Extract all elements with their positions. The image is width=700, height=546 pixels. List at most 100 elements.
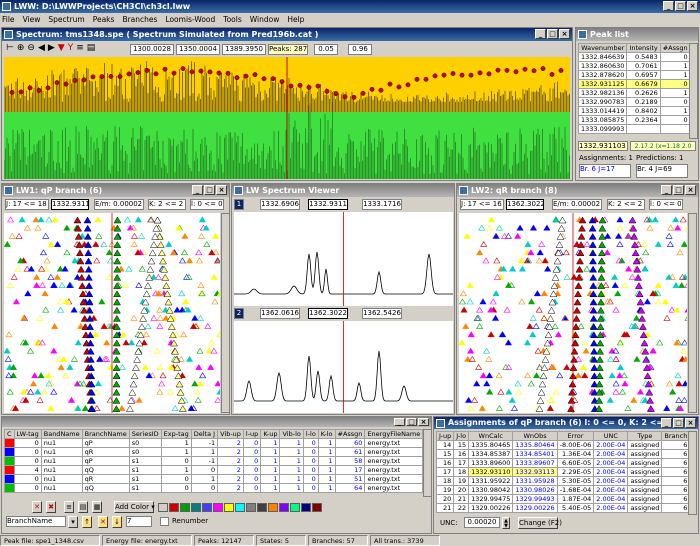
table-cell[interactable]: 2 — [217, 456, 244, 466]
lw-peak-marker[interactable] — [621, 282, 629, 288]
lw-assigned-marker[interactable] — [112, 355, 121, 363]
lw-peak-marker[interactable] — [101, 355, 109, 362]
table-cell[interactable]: 22 — [453, 503, 470, 513]
menu-window[interactable]: Window — [249, 15, 280, 24]
lw-peak-marker[interactable] — [527, 298, 536, 305]
lw-peak-marker[interactable] — [662, 298, 670, 305]
table-cell[interactable]: 1 — [279, 474, 304, 484]
lw-peak-marker[interactable] — [63, 249, 71, 256]
table-cell[interactable]: 1 — [279, 483, 304, 493]
table-cell[interactable]: 1.87E-04 — [556, 494, 595, 504]
table-cell[interactable]: 0 — [302, 438, 319, 448]
lw-peak-marker[interactable] — [56, 298, 64, 305]
lw-peak-marker[interactable] — [475, 314, 483, 321]
lw-peak-marker[interactable] — [495, 372, 503, 379]
table-cell[interactable]: 1335.80464 — [512, 440, 558, 450]
lw-peak-marker[interactable] — [554, 331, 562, 338]
lw-peak-marker[interactable] — [180, 331, 188, 338]
lw-assigned-marker[interactable] — [634, 282, 643, 289]
table-cell[interactable]: 0.5483 — [626, 52, 661, 62]
lw-assigned-marker[interactable] — [161, 273, 170, 281]
lw-peak-marker[interactable] — [615, 257, 623, 264]
table-cell[interactable]: qR — [81, 474, 130, 484]
peak-list-table[interactable]: Wavenumber Intensity #Assgn 1332.846639 0.54… — [577, 43, 691, 134]
lw-assigned-marker[interactable] — [75, 241, 84, 248]
column-header[interactable]: K-lo — [317, 429, 336, 439]
table-cell[interactable]: 6.60E-05 — [556, 458, 595, 468]
lw-peak-marker[interactable] — [4, 241, 11, 247]
lw-assigned-marker[interactable] — [577, 241, 585, 248]
lw-assigned-marker[interactable] — [590, 388, 599, 396]
table-cell[interactable]: 1 — [260, 456, 281, 466]
lw-peak-marker[interactable] — [138, 232, 146, 239]
lw-peak-marker[interactable] — [142, 331, 150, 338]
lw-peak-marker[interactable] — [527, 380, 535, 387]
table-row[interactable]: 1332.878620 0.6957 1 — [577, 70, 691, 80]
table-cell[interactable]: 2.00E-04 — [593, 440, 629, 450]
table-cell[interactable]: 6 — [661, 449, 691, 459]
lw-peak-marker[interactable] — [607, 355, 615, 362]
lw-assigned-marker[interactable] — [548, 298, 557, 306]
lw-peak-marker[interactable] — [485, 372, 493, 379]
lw-assigned-marker[interactable] — [85, 290, 94, 298]
table-cell[interactable]: 1333.89600 — [468, 458, 514, 468]
lw-peak-marker[interactable] — [682, 355, 687, 362]
lw-peak-marker[interactable] — [541, 257, 549, 264]
lw-assigned-marker[interactable] — [574, 282, 583, 289]
lw-peak-marker[interactable] — [628, 323, 636, 329]
table-cell[interactable]: 1333.099993 — [577, 124, 628, 134]
lw-peak-marker[interactable] — [515, 388, 523, 395]
lw-peak-marker[interactable] — [171, 405, 179, 411]
lw-assigned-marker[interactable] — [589, 290, 598, 298]
spectrum-peak-marker[interactable] — [126, 71, 132, 77]
lw-peak-marker[interactable] — [182, 298, 190, 305]
table-cell[interactable]: 1329.00226 — [468, 503, 514, 513]
lw-peak-marker[interactable] — [121, 282, 129, 288]
lw-peak-marker[interactable] — [10, 273, 18, 280]
column-header[interactable]: K-up — [260, 429, 281, 439]
lw-peak-marker[interactable] — [92, 388, 100, 395]
lw-assigned-marker[interactable] — [597, 298, 605, 306]
lw-peak-marker[interactable] — [58, 282, 66, 288]
table-cell[interactable]: 21 — [453, 494, 470, 504]
table-cell[interactable]: 1329.99475 — [468, 494, 514, 504]
table-cell[interactable]: 0 — [13, 474, 42, 484]
lw-assigned-marker[interactable] — [589, 314, 598, 322]
lw-assigned-marker[interactable] — [151, 232, 160, 240]
lw-assigned-marker[interactable] — [178, 405, 187, 412]
table-cell[interactable]: 20 — [453, 485, 470, 495]
lw-peak-marker[interactable] — [195, 364, 203, 370]
table-row[interactable]: 1333.085875 0.2364 0 — [577, 115, 691, 125]
lw-peak-marker[interactable] — [107, 364, 115, 370]
lw-assigned-marker[interactable] — [538, 380, 547, 388]
lw-peak-marker[interactable] — [612, 380, 620, 387]
lw-peak-marker[interactable] — [583, 265, 591, 272]
lw-assigned-marker[interactable] — [540, 364, 549, 371]
lw-assigned-marker[interactable] — [157, 249, 166, 257]
table-cell[interactable]: 1334.85401 — [512, 449, 558, 459]
lw-assigned-marker[interactable] — [177, 396, 186, 404]
lw-assigned-marker[interactable] — [575, 265, 584, 273]
spectrum-peak-marker[interactable] — [99, 74, 105, 79]
lw-assigned-marker[interactable] — [588, 232, 597, 240]
change-button[interactable]: Change (F2) — [518, 517, 562, 529]
table-cell[interactable]: 1332.93113 — [512, 467, 558, 477]
lw-peak-marker[interactable] — [118, 405, 126, 411]
table-cell[interactable]: 0 — [242, 474, 262, 484]
table-row[interactable]: 16 17 1333.89600 1333.89607 6.60E-05 2.00E-04… — [435, 458, 691, 468]
table-cell[interactable]: 1332.990783 — [577, 97, 628, 107]
table-cell[interactable]: 0 — [160, 474, 192, 484]
table-cell[interactable]: 0 — [13, 456, 42, 466]
lw-assigned-marker[interactable] — [578, 224, 586, 232]
lw-assigned-marker[interactable] — [87, 364, 96, 371]
spectrum-peak-marker[interactable] — [189, 69, 195, 75]
lw-assigned-marker[interactable] — [113, 257, 122, 265]
lw-assigned-marker[interactable] — [590, 364, 599, 371]
lw-assigned-marker[interactable] — [646, 405, 655, 412]
assignments-minimize-button[interactable]: _ — [661, 418, 672, 428]
lw-peak-marker[interactable] — [35, 339, 43, 346]
spectrum-peak-marker[interactable] — [279, 79, 285, 84]
lw-peak-marker[interactable] — [685, 381, 687, 387]
lw-peak-marker[interactable] — [616, 216, 624, 223]
table-cell[interactable]: energy.txt — [364, 447, 424, 457]
